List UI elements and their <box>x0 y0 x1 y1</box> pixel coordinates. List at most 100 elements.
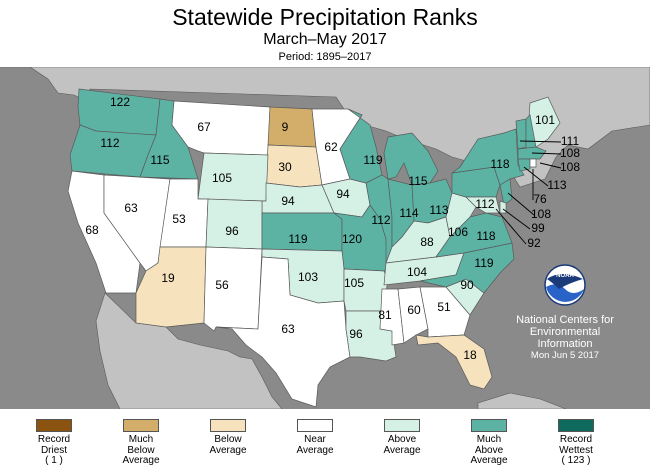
state-al <box>397 286 429 344</box>
rank-label-ia: 94 <box>336 187 350 201</box>
state-nm <box>203 246 263 332</box>
state-fl <box>415 334 493 390</box>
legend-item-above: Above Average <box>362 419 442 456</box>
legend: Record Driest( 1 ) Much Below Average Below Av… <box>0 409 650 475</box>
legend-swatch <box>384 419 420 432</box>
leader-line-ct <box>523 166 549 187</box>
map-svg: 122 112 115 67 9 30 62 105 94 94 68 63 53 96 119 120 19 5… <box>0 67 650 409</box>
rank-label-mt: 67 <box>197 120 211 134</box>
legend-item-record-driest: Record Driest( 1 ) <box>14 419 94 467</box>
rank-label-ks: 119 <box>288 232 307 246</box>
rank-label-ma: 108 <box>560 160 580 174</box>
credit-date: Mon Jun 5 2017 <box>531 350 599 361</box>
credit-line-3: Information <box>537 338 592 350</box>
legend-label-line2: Average <box>209 444 247 456</box>
rank-label-ky: 88 <box>420 235 434 249</box>
rank-label-nd: 9 <box>282 120 289 134</box>
state-wy <box>197 152 269 202</box>
legend-swatch <box>123 419 159 432</box>
state-va <box>435 212 513 258</box>
legend-item-record-wettest: Record Wettest( 123 ) <box>536 419 616 467</box>
leader-line-nh <box>531 152 562 155</box>
state-tx <box>215 256 351 408</box>
leader-line-de <box>502 208 531 230</box>
state-md <box>465 196 501 214</box>
legend-label-line3: ( 123 ) <box>561 455 591 466</box>
rank-label-mn: 62 <box>324 140 338 154</box>
credit-line-2: Environmental <box>530 326 600 338</box>
state-de <box>499 200 507 214</box>
legend-label-line2: Below <box>127 444 155 456</box>
rank-label-tx: 63 <box>281 322 295 336</box>
legend-swatch <box>471 419 507 432</box>
rank-label-mo: 120 <box>342 232 362 246</box>
rank-label-il: 112 <box>371 213 390 227</box>
rank-label-nh: 108 <box>560 146 580 160</box>
legend-swatch <box>36 419 72 432</box>
legend-item-below: Below Average <box>188 419 268 456</box>
rank-label-ri: 76 <box>533 192 547 206</box>
rank-label-ct: 113 <box>547 178 566 192</box>
legend-label-line3: ( 1 ) <box>45 455 63 466</box>
legend-label: Record Wettest( 123 ) <box>536 434 616 467</box>
legend-label: Below Average <box>188 434 268 456</box>
rank-label-ga: 51 <box>437 300 451 314</box>
legend-label-line1: Much <box>476 434 502 445</box>
legend-label: Record Driest( 1 ) <box>14 434 94 467</box>
legend-label: Near Average <box>275 434 355 456</box>
legend-label-line1: Above <box>387 434 417 445</box>
legend-label: Above Average <box>362 434 442 456</box>
legend-label-line3: Average <box>122 455 160 466</box>
rank-label-va: 118 <box>476 229 495 243</box>
rank-label-az: 19 <box>161 271 175 285</box>
legend-label-line1: Record <box>37 434 71 445</box>
rank-label-id: 115 <box>150 153 169 167</box>
legend-swatch <box>297 419 333 432</box>
legend-label-line2: Average <box>383 444 421 456</box>
cuba-land <box>477 392 567 409</box>
legend-swatch <box>210 419 246 432</box>
rank-label-co: 96 <box>225 224 239 238</box>
state-sd <box>265 144 323 188</box>
map-subtitle: March–May 2017 <box>263 31 387 48</box>
rank-label-vt: 111 <box>561 134 580 148</box>
legend-item-near: Near Average <box>275 419 355 456</box>
legend-label: Much Above Average <box>449 434 529 467</box>
rank-label-ar: 105 <box>344 276 364 290</box>
rank-label-nv: 63 <box>124 201 138 215</box>
legend-label-line3: Average <box>470 455 508 466</box>
state-az <box>135 246 207 328</box>
legend-label-line2: Average <box>296 444 334 456</box>
state-nd <box>267 106 317 148</box>
period-label: Period: 1895–2017 <box>278 51 372 63</box>
rank-label-ms: 81 <box>378 308 392 322</box>
rank-label-ca: 68 <box>85 223 99 237</box>
rank-label-sd: 30 <box>278 160 292 174</box>
rank-label-de: 99 <box>531 221 545 235</box>
rank-label-nj: 108 <box>531 207 551 221</box>
leader-line-ma <box>539 162 562 169</box>
rank-label-me: 101 <box>535 113 555 127</box>
state-ny <box>451 128 525 186</box>
rank-label-fl: 18 <box>463 348 477 362</box>
rank-label-oh: 113 <box>429 203 448 217</box>
legend-label-line2: Wettest <box>559 444 593 456</box>
rank-label-ut: 53 <box>172 212 186 226</box>
rank-label-in: 114 <box>399 206 418 220</box>
map-title: Statewide Precipitation Ranks <box>172 4 478 30</box>
legend-item-much-below: Much Below Average <box>101 419 181 467</box>
rank-label-sc: 90 <box>460 278 474 292</box>
leader-lines <box>495 140 562 245</box>
credit-line-1: National Centers for <box>516 314 614 326</box>
legend-label: Much Below Average <box>101 434 181 467</box>
rank-label-mi: 115 <box>408 174 427 188</box>
rank-label-wa: 122 <box>110 95 130 109</box>
legend-label-line2: Above <box>474 444 504 456</box>
rank-label-nm: 56 <box>215 278 229 292</box>
legend-label-line1: Near <box>304 434 326 445</box>
precipitation-map: 122 112 115 67 9 30 62 105 94 94 68 63 53 96 119 120 19 5… <box>0 67 650 409</box>
legend-label-line1: Record <box>559 434 593 445</box>
legend-swatch <box>558 419 594 432</box>
rank-label-wy: 105 <box>212 171 232 185</box>
rank-label-nc: 119 <box>474 256 493 270</box>
